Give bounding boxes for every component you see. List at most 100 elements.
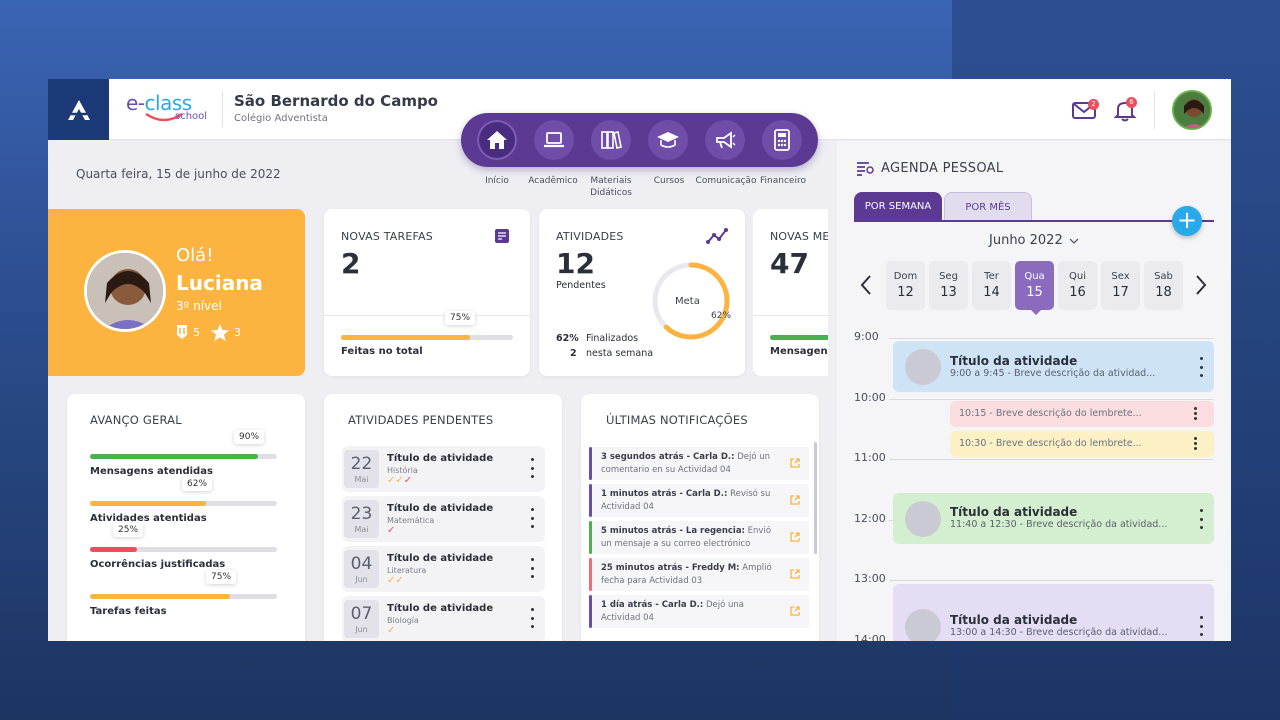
- notifications-button[interactable]: 6: [1112, 97, 1138, 123]
- event-card[interactable]: Título da atividade 13:00 a 14:30 - Brev…: [893, 584, 1214, 641]
- atividades-card[interactable]: ATIVIDADES 12 Pendentes Meta 62% 62% Fin…: [539, 209, 745, 376]
- meta-percent: 62%: [711, 311, 732, 321]
- reminder-card[interactable]: 10:15 - Breve descrição do lembrete...: [950, 401, 1214, 427]
- notification-item[interactable]: 1 minutos atrás - Carla D.: Revisó su Ac…: [589, 484, 809, 517]
- profile-card[interactable]: Olá! Luciana 3º nível 5 3: [48, 209, 305, 376]
- stars-count: 3: [234, 326, 241, 339]
- avanco-percent: 75%: [206, 570, 237, 584]
- user-level: 3º nível: [176, 299, 222, 313]
- novas-tarefas-footer: Feitas no total: [341, 346, 423, 357]
- day-name: Qua: [1024, 271, 1045, 282]
- pending-menu-icon[interactable]: [531, 608, 535, 628]
- check-icon: ✓: [395, 575, 404, 586]
- pending-month: Jun: [355, 625, 368, 634]
- pending-day: 07: [350, 604, 373, 624]
- current-date: Quarta feira, 15 de junho de 2022: [76, 167, 281, 181]
- tab-por-mes[interactable]: POR MÊS: [944, 192, 1032, 221]
- day-sab[interactable]: Sab 18: [1144, 261, 1183, 310]
- prev-week-icon[interactable]: [859, 274, 873, 296]
- check-icon: ✓: [387, 475, 396, 486]
- event-menu-icon[interactable]: [1200, 357, 1204, 377]
- avanco-label: Mensagens atendidas: [90, 466, 213, 477]
- day-sex[interactable]: Sex 17: [1101, 261, 1140, 310]
- external-link-icon[interactable]: [789, 494, 801, 506]
- pending-activity-item[interactable]: 04 Jun Título de atividade Literatura ✓✓: [342, 546, 545, 592]
- finalizados-pct: 62%: [556, 333, 579, 344]
- notification-item[interactable]: 1 día atrás - Carla D.: Dejó una Activid…: [589, 595, 809, 628]
- nav-label-comunicacao[interactable]: Comunicação: [695, 176, 757, 186]
- nav-materiais-button[interactable]: [591, 120, 631, 160]
- novas-tarefas-title: NOVAS TAREFAS: [341, 230, 433, 243]
- event-card[interactable]: Título da atividade 9:00 a 9:45 - Breve …: [893, 341, 1214, 392]
- pending-menu-icon[interactable]: [531, 558, 535, 578]
- nav-cursos-button[interactable]: [648, 120, 688, 160]
- day-name: Seg: [939, 271, 958, 282]
- main-nav: [461, 113, 818, 167]
- notif-scrollbar[interactable]: [814, 442, 817, 554]
- mail-badge: 2: [1088, 99, 1099, 110]
- day-qui[interactable]: Qui 16: [1058, 261, 1097, 310]
- notification-time: 3 segundos atrás - Carla D.:: [601, 452, 735, 462]
- pending-day: 04: [350, 554, 373, 574]
- day-ter[interactable]: Ter 14: [972, 261, 1011, 310]
- nav-label-materiais[interactable]: Materiais Didáticos: [590, 176, 632, 198]
- nav-inicio-button[interactable]: [477, 120, 517, 160]
- nav-financeiro-button[interactable]: [762, 120, 802, 160]
- top-header: e-class school São Bernardo do Campo Col…: [48, 79, 1231, 140]
- school-name: São Bernardo do Campo: [234, 92, 438, 110]
- external-link-icon[interactable]: [789, 568, 801, 580]
- user-avatar[interactable]: [1172, 90, 1212, 130]
- pending-activity-item[interactable]: 23 Mai Título de atividade Matemática ✓: [342, 496, 545, 542]
- reminder-text: 10:30 - Breve descrição do lembrete...: [959, 438, 1142, 449]
- check-icon-glyphs: ✓: [387, 525, 395, 536]
- tab-por-semana[interactable]: POR SEMANA: [854, 192, 942, 221]
- event-card[interactable]: Título da atividade 11:40 a 12:30 - Brev…: [893, 493, 1214, 544]
- avanco-percent: 62%: [182, 477, 213, 491]
- add-event-button[interactable]: +: [1172, 206, 1202, 236]
- day-qua[interactable]: Qua 15: [1015, 261, 1054, 310]
- pending-activity-item[interactable]: 07 Jun Título de atividade Biología ✓: [342, 596, 545, 641]
- day-number: 13: [940, 285, 957, 300]
- agenda-list-icon: [857, 162, 874, 176]
- notification-time: 5 minutos atrás - La regencia:: [601, 526, 745, 536]
- novas-mensagens-card[interactable]: NOVAS ME 47 Mensagens: [753, 209, 828, 376]
- event-menu-icon[interactable]: [1200, 616, 1204, 636]
- reminder-card[interactable]: 10:30 - Breve descrição do lembrete...: [950, 431, 1214, 457]
- notification-color-bar: [589, 595, 592, 628]
- event-desc: 11:40 a 12:30 - Breve descrição da ativi…: [950, 519, 1168, 530]
- chevron-down-icon[interactable]: [1069, 238, 1079, 244]
- day-dom[interactable]: Dom 12: [886, 261, 925, 310]
- mail-button[interactable]: 2: [1071, 97, 1099, 123]
- day-seg[interactable]: Seg 13: [929, 261, 968, 310]
- notification-item[interactable]: 25 minutos atrás - Freddy M: Amplió fech…: [589, 558, 809, 591]
- day-name: Sab: [1154, 271, 1173, 282]
- reminder-menu-icon[interactable]: [1194, 407, 1198, 420]
- external-link-icon[interactable]: [789, 457, 801, 469]
- nav-label-cursos[interactable]: Cursos: [653, 176, 685, 186]
- check-icon-glyphs: ✓✓: [387, 575, 404, 586]
- eclass-logo[interactable]: e-class school: [126, 93, 216, 122]
- profile-photo: [84, 250, 166, 332]
- event-menu-icon[interactable]: [1200, 509, 1204, 529]
- day-name: Qui: [1069, 271, 1086, 282]
- next-week-icon[interactable]: [1194, 274, 1208, 296]
- nav-comunicacao-button[interactable]: [705, 120, 745, 160]
- notification-item[interactable]: 5 minutos atrás - La regencia: Envió un …: [589, 521, 809, 554]
- external-link-icon[interactable]: [789, 605, 801, 617]
- month-selector[interactable]: Junho 2022: [989, 233, 1063, 248]
- reminder-menu-icon[interactable]: [1194, 437, 1198, 450]
- pending-menu-icon[interactable]: [531, 508, 535, 528]
- nav-label-inicio[interactable]: Início: [485, 176, 509, 186]
- external-link-icon[interactable]: [789, 531, 801, 543]
- notification-item[interactable]: 3 segundos atrás - Carla D.: Dejó un com…: [589, 447, 809, 480]
- adventist-logo[interactable]: [48, 79, 109, 140]
- nav-label-financeiro[interactable]: Financeiro: [760, 176, 806, 186]
- pending-activity-item[interactable]: 22 Mai Título de atividade História ✓✓✓: [342, 446, 545, 492]
- nav-academico-button[interactable]: [534, 120, 574, 160]
- novas-tarefas-card[interactable]: NOVAS TAREFAS 2 75% Feitas no total: [324, 209, 530, 376]
- pending-menu-icon[interactable]: [531, 458, 535, 478]
- pending-title: Título de atividade: [387, 603, 494, 614]
- notification-text: Revisó su Actividad 04: [601, 489, 771, 512]
- day-number: 17: [1112, 285, 1129, 300]
- nav-label-academico[interactable]: Acadêmico: [528, 176, 578, 186]
